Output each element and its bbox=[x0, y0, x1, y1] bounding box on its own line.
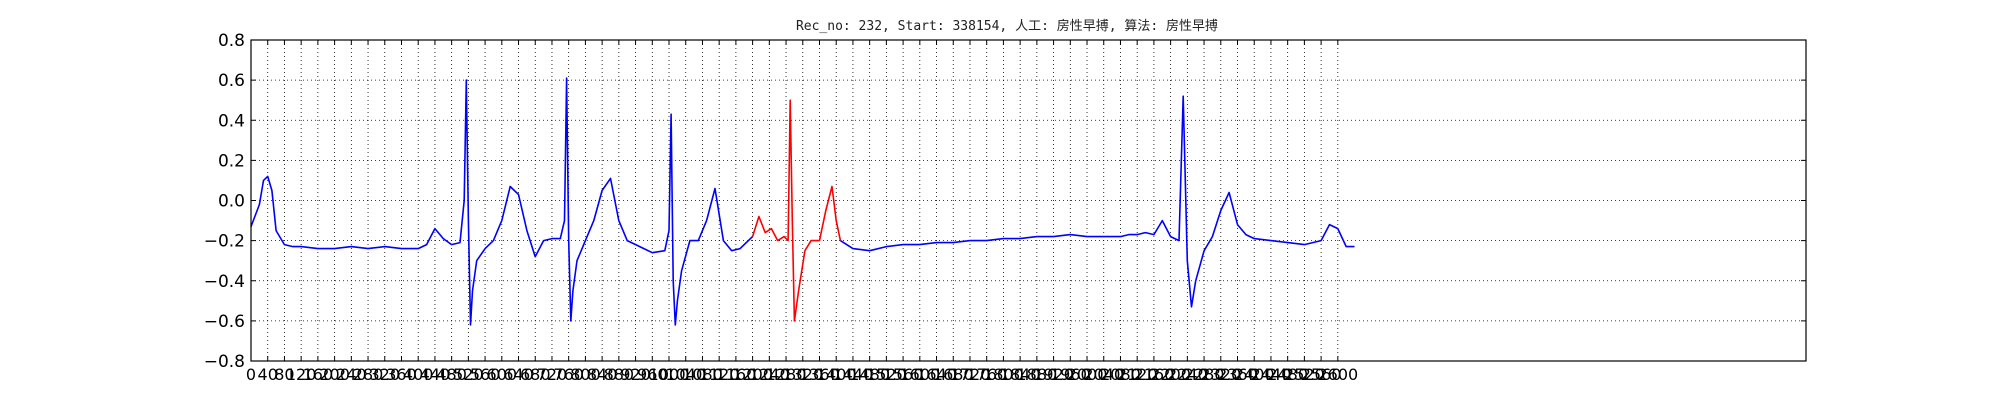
x-tick-label: 2160 bbox=[1134, 365, 1175, 384]
x-tick-label: 2000 bbox=[1067, 365, 1108, 384]
x-tick-label: 640 bbox=[503, 365, 534, 384]
x-tick-label: 320 bbox=[369, 365, 400, 384]
x-tick-label: 2320 bbox=[1200, 365, 1241, 384]
x-tick-label: 880 bbox=[604, 365, 635, 384]
x-tick-label: 360 bbox=[386, 365, 417, 384]
x-tick-label: 1040 bbox=[665, 365, 706, 384]
x-tick-label: 2480 bbox=[1267, 365, 1308, 384]
x-tick-label: 1480 bbox=[849, 365, 890, 384]
x-tick-label: 1720 bbox=[950, 365, 991, 384]
x-tick-label: 120 bbox=[286, 365, 317, 384]
x-tick-label: 2120 bbox=[1117, 365, 1158, 384]
x-tick-label: 1640 bbox=[916, 365, 957, 384]
x-tick-label: 1160 bbox=[716, 365, 757, 384]
x-tick-label: 0 bbox=[246, 365, 256, 384]
x-tick-label: 1840 bbox=[1000, 365, 1041, 384]
x-tick-label: 2280 bbox=[1184, 365, 1225, 384]
tick-marks bbox=[250, 39, 1806, 362]
y-tick-label: 0.2 bbox=[218, 151, 245, 171]
x-tick-label: 1200 bbox=[732, 365, 773, 384]
x-tick-label: 1560 bbox=[883, 365, 924, 384]
x-tick-label: 520 bbox=[453, 365, 484, 384]
x-tick-label: 2560 bbox=[1301, 365, 1342, 384]
y-tick-label: −0.8 bbox=[204, 352, 245, 372]
x-tick-label: 600 bbox=[487, 365, 518, 384]
x-tick-label: 1680 bbox=[933, 365, 974, 384]
x-tick-label: 2360 bbox=[1217, 365, 1258, 384]
x-tick-label: 1360 bbox=[799, 365, 840, 384]
x-tick-label: 720 bbox=[537, 365, 568, 384]
chart-title: Rec_no: 232, Start: 338154, 人工: 房性早搏, 算法… bbox=[796, 18, 1218, 34]
y-tick-label: −0.6 bbox=[204, 312, 245, 332]
grid-lines bbox=[251, 40, 1806, 361]
series-layer bbox=[250, 77, 1355, 326]
x-tick-label: 2600 bbox=[1317, 365, 1358, 384]
x-tick-label: 560 bbox=[470, 365, 501, 384]
x-tick-label: 1240 bbox=[749, 365, 790, 384]
x-tick-label: 760 bbox=[553, 365, 584, 384]
x-tick-label: 160 bbox=[303, 365, 334, 384]
x-tick-label: 440 bbox=[420, 365, 451, 384]
x-tick-label: 2520 bbox=[1284, 365, 1325, 384]
y-tick-labels: 0.8 0.6 0.4 0.2 0.0 −0.2 −0.4 −0.6 −0.8 bbox=[204, 31, 245, 372]
x-tick-label: 1120 bbox=[699, 365, 740, 384]
ecg-series-line-3 bbox=[839, 95, 1355, 308]
y-tick-label: 0.0 bbox=[218, 192, 245, 212]
x-tick-label: 680 bbox=[520, 365, 551, 384]
plot-area-frame bbox=[250, 39, 1807, 362]
x-tick-label: 400 bbox=[403, 365, 434, 384]
x-tick-label: 240 bbox=[336, 365, 367, 384]
x-tick-label: 840 bbox=[587, 365, 618, 384]
y-tick-label: −0.4 bbox=[204, 272, 245, 292]
x-tick-label: 1600 bbox=[899, 365, 940, 384]
x-tick-label: 1320 bbox=[782, 365, 823, 384]
x-tick-label: 2440 bbox=[1251, 365, 1292, 384]
x-tick-label: 1080 bbox=[682, 365, 723, 384]
x-tick-label: 1400 bbox=[816, 365, 857, 384]
x-tick-label: 1800 bbox=[983, 365, 1024, 384]
x-tick-label: 2200 bbox=[1150, 365, 1191, 384]
y-tick-label: 0.4 bbox=[218, 111, 245, 131]
x-tick-label: 1880 bbox=[1017, 365, 1058, 384]
x-tick-label: 920 bbox=[620, 365, 651, 384]
ecg-series-line-1 bbox=[250, 77, 754, 326]
x-tick-label: 960 bbox=[637, 365, 668, 384]
x-tick-label: 2040 bbox=[1083, 365, 1124, 384]
x-tick-label: 40 bbox=[258, 365, 278, 384]
x-tick-label: 2240 bbox=[1167, 365, 1208, 384]
x-tick-label: 1920 bbox=[1033, 365, 1074, 384]
x-tick-label: 1520 bbox=[866, 365, 907, 384]
x-tick-label: 80 bbox=[274, 365, 294, 384]
ecg-series-line-2 bbox=[751, 99, 842, 322]
x-tick-label: 1440 bbox=[833, 365, 874, 384]
y-tick-label: 0.6 bbox=[218, 71, 245, 91]
x-tick-labels: 0 408012016020024028032036040044048052056… bbox=[246, 365, 1358, 384]
x-tick-label: 280 bbox=[353, 365, 384, 384]
y-tick-label: 0.8 bbox=[218, 31, 245, 51]
x-tick-label: 2080 bbox=[1100, 365, 1141, 384]
x-tick-label: 800 bbox=[570, 365, 601, 384]
y-tick-label: −0.2 bbox=[204, 232, 245, 252]
x-tick-label: 2400 bbox=[1234, 365, 1275, 384]
x-tick-label: 1000 bbox=[649, 365, 690, 384]
x-tick-label: 480 bbox=[436, 365, 467, 384]
x-tick-label: 200 bbox=[319, 365, 350, 384]
x-tick-label: 1960 bbox=[1050, 365, 1091, 384]
x-tick-label: 1280 bbox=[766, 365, 807, 384]
x-tick-label: 1760 bbox=[966, 365, 1007, 384]
